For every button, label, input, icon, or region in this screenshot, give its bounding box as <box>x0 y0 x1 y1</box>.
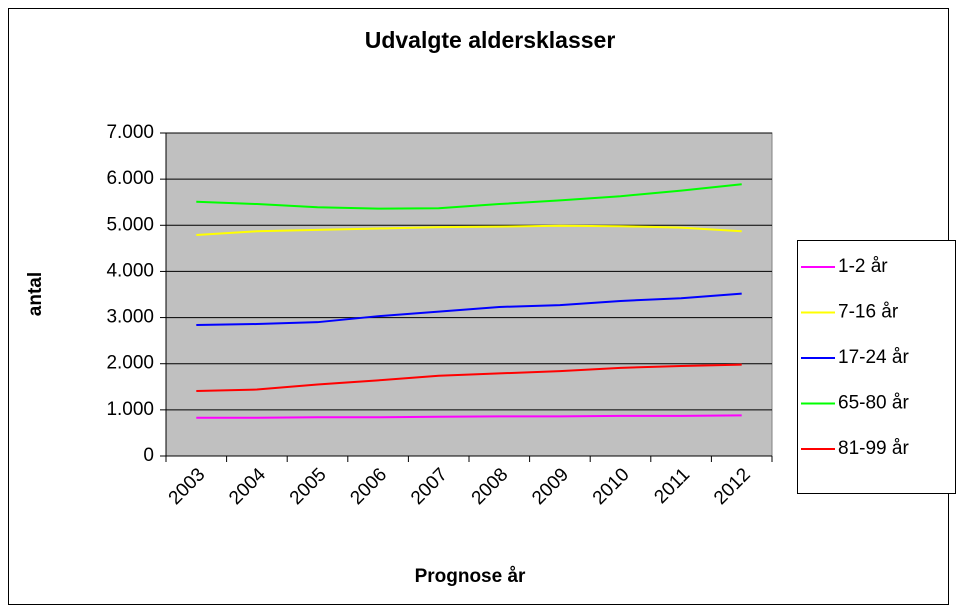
y-tick-label: 1.000 <box>106 399 154 420</box>
y-axis-label: antal <box>25 272 46 316</box>
legend-label: 7-16 år <box>838 302 899 323</box>
y-tick-label: 0 <box>143 445 154 466</box>
y-tick-label: 5.000 <box>106 214 154 235</box>
y-tick-label: 7.000 <box>106 122 154 143</box>
legend-label: 81-99 år <box>838 438 909 459</box>
legend-label: 65-80 år <box>838 393 909 414</box>
series-line <box>196 183 742 210</box>
legend-label: 1-2 år <box>838 256 888 277</box>
y-tick-label: 6.000 <box>106 168 154 189</box>
plot-area <box>165 132 773 457</box>
series-line <box>196 224 742 236</box>
series-line <box>196 414 742 419</box>
series-line <box>196 292 742 326</box>
y-tick-label: 2.000 <box>106 353 154 374</box>
x-axis-label: Prognose år <box>415 566 526 587</box>
legend-box <box>797 240 956 494</box>
y-tick-label: 3.000 <box>106 307 154 328</box>
chart-title: Udvalgte aldersklasser <box>365 27 616 53</box>
legend-label: 17-24 år <box>838 347 909 368</box>
y-tick-label: 4.000 <box>106 260 154 281</box>
series-line <box>196 363 742 392</box>
